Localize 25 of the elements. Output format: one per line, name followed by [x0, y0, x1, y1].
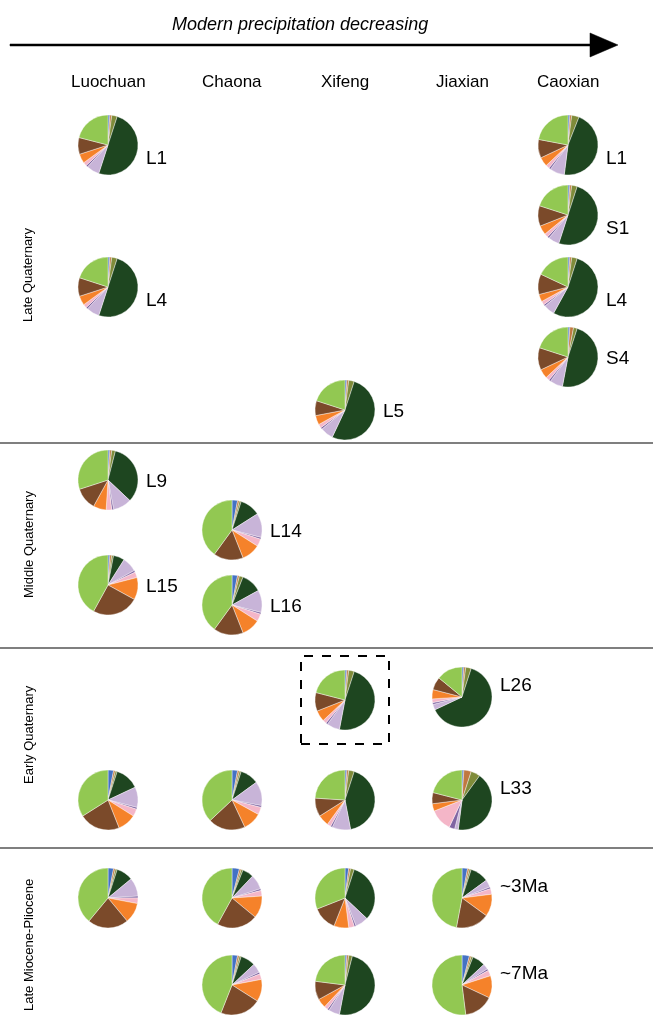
chart-title: ~7Ma	[500, 962, 549, 983]
text: Middle Quaternary	[21, 490, 36, 598]
text: L1	[606, 147, 628, 168]
text: L1	[146, 147, 168, 168]
text: L4	[606, 289, 628, 310]
text: Xifeng	[321, 72, 370, 91]
text: Early Quaternary	[21, 685, 36, 784]
text: L5	[383, 400, 405, 421]
chart-title: ~3Ma	[500, 875, 549, 896]
text: Modern precipitation decreasing	[172, 14, 429, 34]
text: Jiaxian	[436, 72, 489, 91]
text: S4	[606, 347, 630, 368]
chart-title: L26	[500, 674, 532, 695]
text: Late Quaternary	[20, 227, 35, 322]
text: Caoxian	[537, 72, 600, 91]
text: Chaona	[202, 72, 263, 91]
text: L16	[270, 595, 302, 616]
text: Luochuan	[71, 72, 146, 91]
text: L14	[270, 520, 303, 541]
text: L4	[146, 289, 168, 310]
text: S1	[606, 217, 630, 238]
text: L15	[146, 575, 178, 596]
text: Late Miocene-Pliocene	[21, 878, 36, 1011]
chart-title: L33	[500, 777, 532, 798]
text: L9	[146, 470, 168, 491]
